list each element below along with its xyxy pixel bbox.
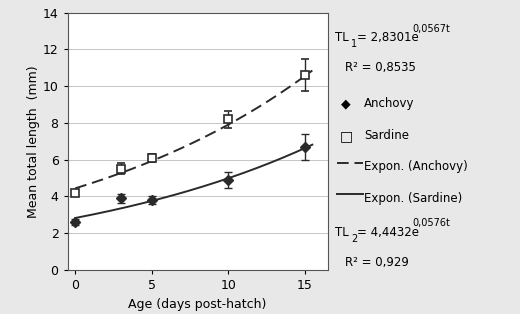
Text: ◆: ◆ (341, 97, 350, 110)
Text: Expon. (Anchovy): Expon. (Anchovy) (364, 160, 468, 173)
Text: TL: TL (335, 226, 349, 239)
Y-axis label: Mean total length  (mm): Mean total length (mm) (27, 65, 40, 218)
Text: □: □ (340, 129, 353, 143)
Text: = 2,8301e: = 2,8301e (357, 31, 419, 44)
Text: TL: TL (335, 31, 349, 44)
Text: = 4,4432e: = 4,4432e (357, 226, 419, 239)
Text: 2: 2 (351, 234, 357, 244)
Text: Sardine: Sardine (364, 129, 409, 142)
X-axis label: Age (days post-hatch): Age (days post-hatch) (128, 298, 267, 311)
Text: 0,0567t: 0,0567t (412, 24, 450, 34)
Text: Expon. (Sardine): Expon. (Sardine) (364, 192, 462, 204)
Text: Anchovy: Anchovy (364, 97, 414, 110)
Text: R² = 0,8535: R² = 0,8535 (345, 61, 415, 74)
Text: R² = 0,929: R² = 0,929 (345, 256, 409, 269)
Text: 0,0576t: 0,0576t (412, 218, 450, 228)
Text: 1: 1 (351, 39, 357, 49)
